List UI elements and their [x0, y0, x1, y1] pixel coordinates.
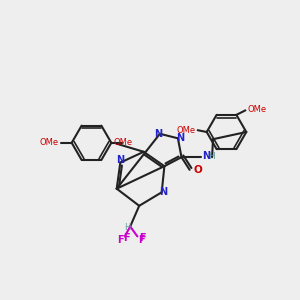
Text: N: N [116, 155, 124, 165]
Text: OMe: OMe [177, 126, 196, 135]
Text: F: F [139, 233, 146, 243]
Text: F: F [138, 235, 144, 245]
Text: H: H [208, 152, 215, 161]
Text: OMe: OMe [114, 138, 133, 147]
Text: OMe: OMe [40, 138, 59, 147]
Text: H: H [124, 223, 130, 232]
Text: N: N [176, 133, 184, 143]
Text: N: N [159, 187, 168, 197]
Text: O: O [193, 165, 202, 175]
Text: F: F [117, 235, 124, 245]
Text: N: N [154, 129, 162, 139]
Text: N: N [202, 151, 210, 161]
Text: F: F [124, 233, 130, 243]
Text: OMe: OMe [247, 105, 266, 114]
